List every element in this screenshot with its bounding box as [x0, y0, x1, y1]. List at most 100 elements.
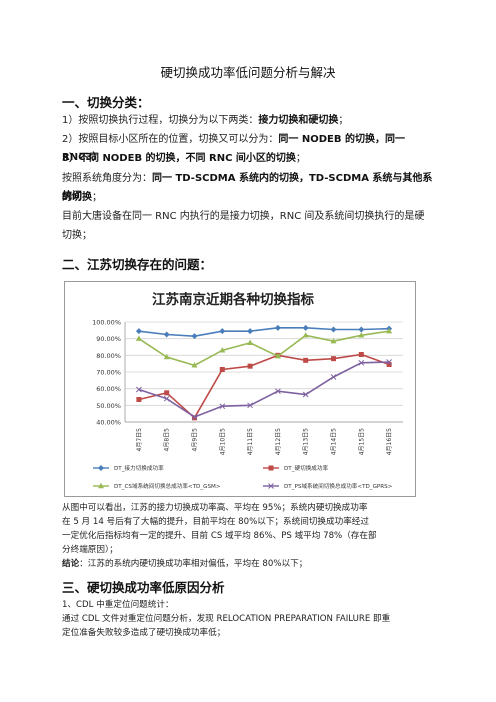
x-tick-label: 4月16日5 [386, 428, 393, 455]
after-chart-line4: 分终端原因）； [62, 545, 118, 555]
data-point [219, 403, 226, 410]
conclusion-line: 结论：江苏的系统内硬切换成功率相对偏低，平均在 80%以下； [62, 558, 434, 571]
x-tick-label: 4月9日5 [192, 428, 199, 452]
section1-line5: 的切换； [62, 189, 434, 207]
data-point [219, 367, 225, 372]
section1-line6: 目前大唐设备在同一 RNC 内执行的是接力切换，RNC 间及系统间切换执行的是硬 [62, 211, 425, 222]
line4-prefix: 按照系统角度分为： [62, 173, 152, 184]
data-point [330, 337, 337, 344]
data-point [302, 324, 309, 331]
data-point [136, 386, 142, 393]
data-point [98, 465, 104, 471]
data-point [191, 362, 198, 368]
data-point [163, 331, 170, 338]
x-tick-label: 4月12日5 [275, 428, 282, 455]
legend-item: DT_PS域系统间切换总成功率<TD_GPRS> [263, 482, 393, 490]
data-point [219, 328, 226, 335]
x-tick-label: 4月8日5 [164, 428, 171, 452]
data-point [268, 465, 274, 471]
data-point [136, 397, 142, 402]
section3-line1: 通过 CDL 文件对重定位问题分析，发现 RELOCATION PREPARAT… [62, 614, 391, 624]
after-chart-line1: 从图中可以看出，江苏的接力切换成功率高、平均在 95%；系统内硬切换成功率 [62, 503, 368, 513]
x-tick-label: 4月14日5 [331, 428, 338, 455]
line3-bold: 3）不同 NODEB 的切换，不同 RNC 间小区的切换 [62, 153, 296, 164]
data-point [247, 328, 254, 335]
data-point [358, 359, 365, 366]
chart-container: 江苏南京近期各种切换指标 40.00% 50.00% 60.00% 70.00% 80.… [64, 281, 416, 497]
y-tick-label: 60.00% [96, 385, 121, 393]
x-tick-label: 4月7日5 [136, 428, 143, 452]
data-point [330, 374, 337, 380]
data-point [358, 352, 364, 357]
data-point [247, 363, 253, 369]
chart-grid [124, 321, 403, 423]
data-point [135, 335, 142, 341]
y-tick-label: 40.00% [96, 419, 121, 427]
data-point [163, 395, 170, 402]
data-point [98, 482, 104, 489]
series-group [136, 359, 392, 420]
legend-item: DT_接力切换成功率 [93, 464, 164, 472]
data-point [191, 333, 198, 340]
section3-sub1: 1、CDL 中重定位问题统计： [62, 600, 174, 610]
conclusion-text: ：江苏的系统内硬切换成功率相对偏低，平均在 80%以下； [79, 559, 308, 569]
chart-series [135, 324, 393, 421]
y-tick-label: 70.00% [96, 369, 121, 377]
data-point [274, 352, 281, 359]
data-point [330, 326, 337, 333]
data-point [219, 347, 226, 353]
data-point [302, 391, 309, 398]
after-chart-line3: 一定优化后指标均有一定的提升、目前 CS 域平均 86%、PS 域平均 78%（… [62, 531, 377, 541]
x-axis-ticks: 4月7日5 4月8日5 4月9日5 4月10日5 4月11日5 4月12日5 4月13日5 4… [136, 428, 393, 455]
data-point [386, 359, 392, 365]
data-point [164, 390, 170, 396]
legend-label: DT_接力切换成功率 [114, 464, 164, 472]
chart-legend: DT_接力切换成功率 DT_硬切换成功率 DT_CS域系统间切换总成功率<TD_GS… [93, 464, 393, 490]
line5-suffix: ； [92, 192, 102, 203]
data-point [358, 332, 365, 338]
data-point [135, 328, 142, 335]
line1-suffix: ； [338, 115, 349, 126]
section2-heading: 二、江苏切换存在的问题： [62, 257, 213, 272]
data-point [247, 402, 253, 409]
section3-line2: 定位准备失败较多造成了硬切换成功率低； [62, 628, 226, 638]
line1-prefix: 1）按照切换执行过程，切换分为以下两类： [62, 115, 259, 126]
series-line [138, 361, 390, 418]
data-point [302, 332, 309, 338]
line1-bold: 接力切换和硬切换 [258, 115, 339, 126]
y-axis-ticks: 40.00% 50.00% 60.00% 70.00% 80.00% 90.00% 100.… [92, 319, 121, 427]
data-point [386, 327, 393, 334]
data-point [331, 356, 336, 362]
line4-bold: 同一 TD-SCDMA 系统内的切换，TD-SCDMA 系统与其他系统间 [62, 173, 433, 202]
line-chart: 江苏南京近期各种切换指标 40.00% 50.00% 60.00% 70.00% 80.… [92, 291, 403, 490]
section1-line7: 切换； [62, 230, 92, 241]
legend-label: DT_CS域系统间切换总成功率<TD_GSM> [114, 482, 221, 490]
section1-line3: 3）不同 NODEB 的切换，不同 RNC 间小区的切换； [62, 150, 434, 168]
series-line [138, 327, 390, 337]
legend-item: DT_硬切换成功率 [263, 464, 328, 472]
section3-heading: 三、硬切换成功率低原因分析 [62, 580, 225, 595]
data-point [247, 339, 254, 346]
data-point [274, 324, 281, 331]
data-point [275, 388, 281, 395]
data-point [191, 414, 198, 420]
data-point [303, 357, 309, 363]
x-tick-label: 4月11日5 [247, 428, 254, 455]
x-tick-label: 4月13日5 [303, 428, 310, 455]
x-tick-label: 4月10日5 [219, 428, 226, 455]
legend-label: DT_PS域系统间切换总成功率<TD_GPRS> [284, 482, 393, 490]
section1-line4: 按照系统角度分为：同一 TD-SCDMA 系统内的切换，TD-SCDMA 系统与… [62, 170, 434, 206]
series-group [135, 324, 393, 340]
section1-line1: 1）按照切换执行过程，切换分为以下两类：接力切换和硬切换； [62, 112, 434, 130]
y-tick-label: 80.00% [96, 352, 121, 360]
line3-suffix: ； [295, 153, 306, 164]
conclusion-label: 结论 [62, 559, 80, 569]
line2-prefix: 2）按照目标小区所在的位置，切换又可以分为： [62, 134, 279, 145]
document-title: 硬切换成功率低问题分析与解决 [160, 65, 336, 80]
series-line [138, 330, 390, 367]
data-point [358, 326, 365, 333]
series-group [135, 327, 393, 368]
section1-line2: 2）按照目标小区所在的位置，切换又可以分为：同一 NODEB 的切换，同一 RN… [62, 131, 434, 167]
y-tick-label: 90.00% [96, 335, 121, 343]
data-point [163, 353, 170, 360]
